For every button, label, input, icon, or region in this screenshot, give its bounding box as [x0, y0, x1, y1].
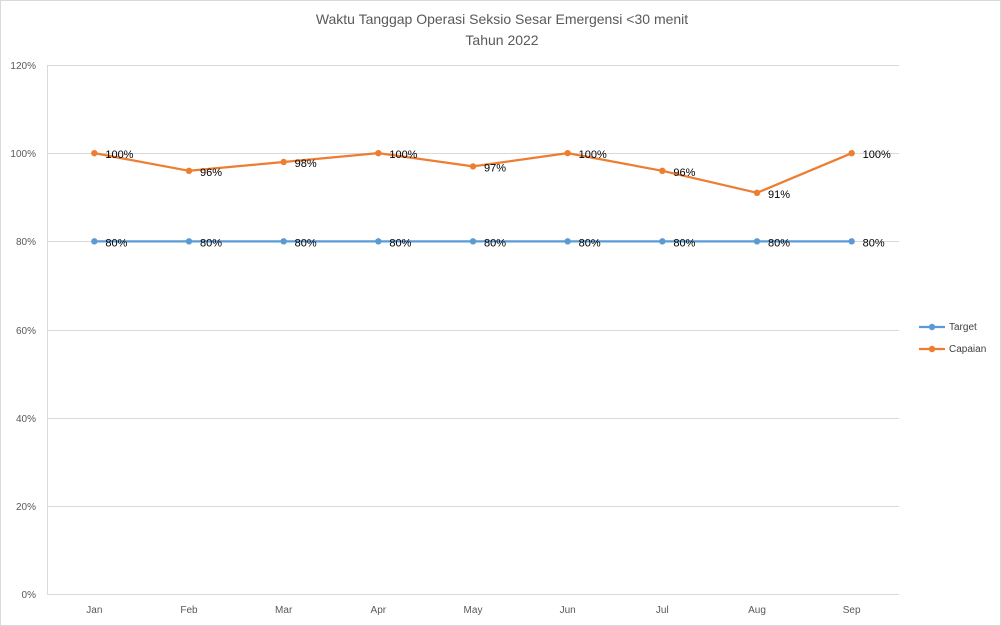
data-label: 80%	[579, 237, 601, 249]
data-point	[185, 167, 193, 174]
legend-label: Capaian	[949, 344, 986, 355]
x-tick-label: Sep	[843, 605, 861, 616]
data-point	[659, 167, 666, 174]
data-label: 80%	[673, 237, 695, 249]
data-point	[280, 158, 287, 166]
y-tick-label: 40%	[16, 414, 36, 425]
legend-label: Target	[949, 322, 977, 333]
data-label: 80%	[484, 237, 506, 249]
plot-series: 80% 80% 80% 80% 80% 80% 80% 80% 80% 100% 96% 98% 100…	[91, 149, 891, 249]
data-label: 98%	[295, 158, 317, 170]
x-tick-label: Jul	[656, 605, 669, 616]
x-tick-label: Aug	[748, 605, 766, 616]
axes: 0% 20% 40% 60% 80% 100% 120% Jan Feb Mar Apr May Jun…	[10, 61, 899, 616]
data-label: 100%	[863, 149, 891, 161]
chart-title: Waktu Tanggap Operasi Seksio Sesar Emerg…	[316, 11, 688, 27]
data-label: 80%	[389, 237, 411, 249]
x-tick-label: Mar	[275, 605, 293, 616]
legend: Target Capaian	[919, 322, 986, 355]
x-tick-label: Jun	[560, 605, 576, 616]
data-point	[753, 238, 761, 245]
data-label: 100%	[105, 149, 133, 161]
data-label: 100%	[579, 149, 607, 161]
x-tick-label: Feb	[180, 605, 198, 616]
data-point	[848, 149, 855, 157]
data-label: 100%	[389, 149, 417, 161]
data-point	[91, 238, 98, 245]
legend-marker	[928, 345, 936, 353]
y-tick-label: 60%	[16, 326, 36, 337]
data-label: 80%	[105, 237, 127, 249]
data-label: 80%	[295, 237, 317, 249]
data-point	[469, 238, 477, 245]
y-tick-label: 80%	[16, 237, 36, 248]
data-label: 80%	[863, 237, 885, 249]
x-tick-label: Jan	[86, 605, 102, 616]
data-label: 91%	[768, 189, 790, 201]
legend-marker	[928, 323, 936, 331]
y-tick-label: 120%	[10, 61, 36, 72]
chart-subtitle: Tahun 2022	[465, 32, 538, 48]
data-label: 96%	[200, 167, 222, 179]
y-tick-label: 100%	[10, 149, 36, 160]
data-point	[564, 238, 571, 245]
data-point	[91, 149, 98, 157]
data-label: 96%	[673, 167, 695, 179]
y-tick-label: 0%	[22, 590, 37, 601]
data-label: 80%	[200, 237, 222, 249]
data-label: 97%	[484, 162, 506, 174]
data-point	[375, 149, 382, 157]
data-point	[848, 238, 855, 245]
x-tick-label: May	[464, 605, 483, 616]
y-tick-label: 20%	[16, 502, 36, 513]
data-point	[469, 163, 477, 170]
x-tick-label: Apr	[371, 605, 387, 616]
data-point	[185, 238, 193, 245]
data-label: 80%	[768, 237, 790, 249]
data-point	[280, 238, 287, 245]
data-point	[753, 189, 761, 197]
data-point	[375, 238, 382, 245]
data-point	[564, 149, 571, 157]
data-point	[659, 238, 666, 245]
